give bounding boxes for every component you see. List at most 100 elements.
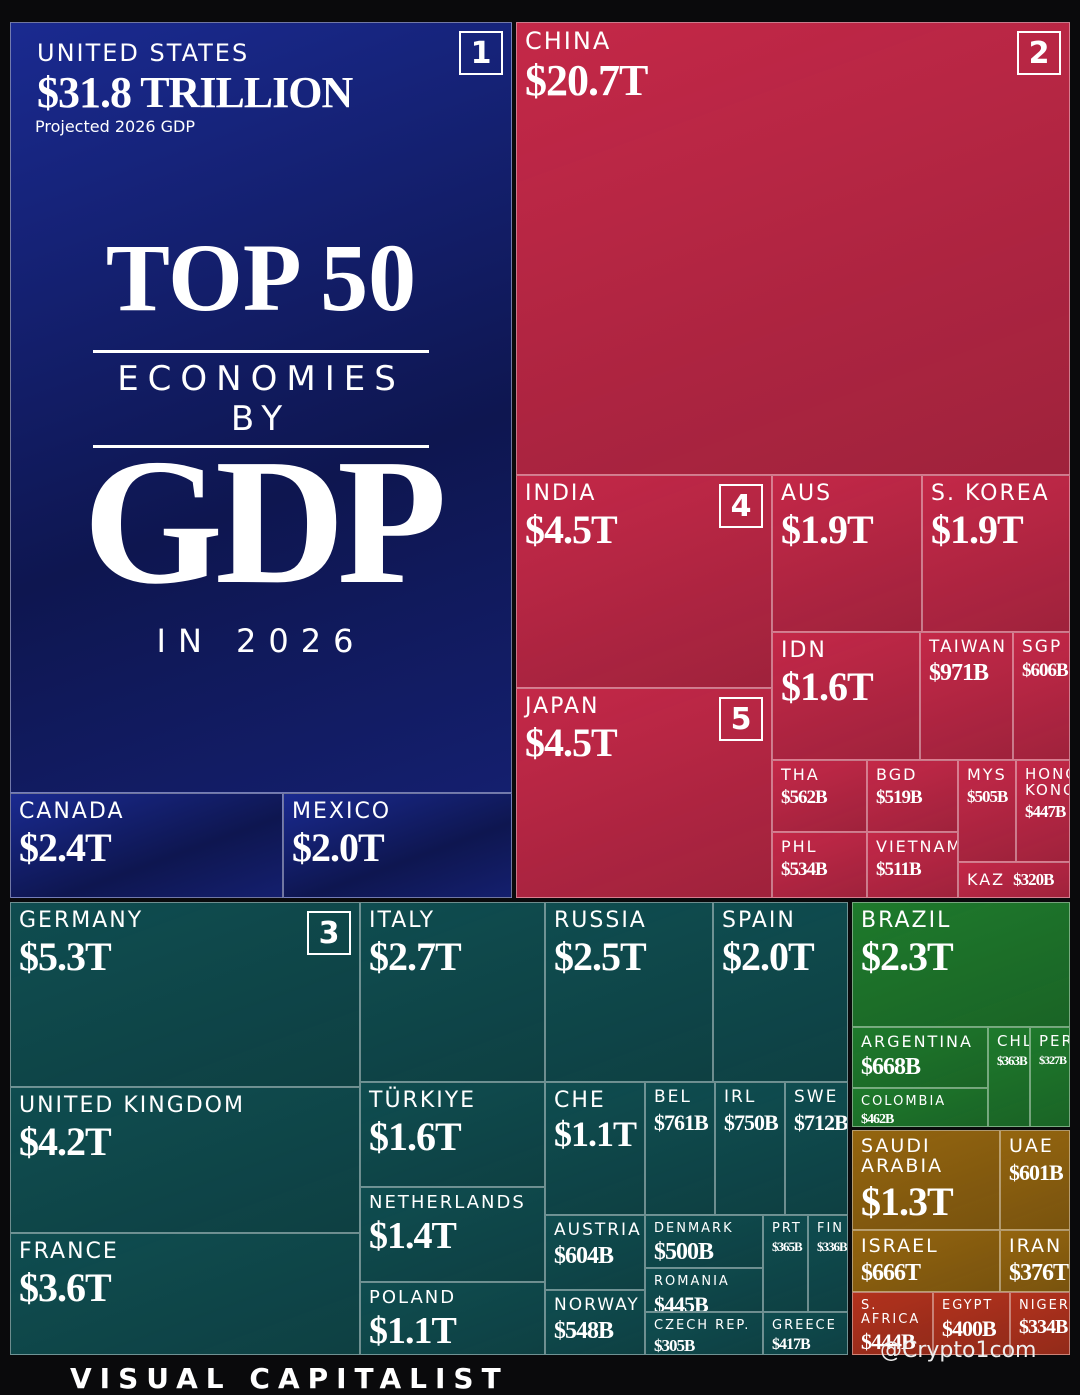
tile-value: $548B [554,1317,614,1344]
tile-label: SAUDI ARABIA [861,1135,944,1177]
tile: MYS $505B [958,760,1016,862]
tile-value: $606B [1022,659,1069,681]
tile-value: $447B [1025,801,1066,821]
tile-label: MEXICO [292,799,392,824]
tile-value: $363B [997,1052,1028,1068]
tile-value: $305B [654,1335,695,1355]
tile-label: NIGERIA [1019,1298,1070,1313]
rank-badge: 2 [1017,31,1061,75]
tile: JAPAN $4.5T 5 [516,688,772,898]
tile: SPAIN $2.0T [713,902,848,1082]
tile-value: $562B [781,786,828,808]
tile: UNITED STATES $31.8 TRILLION 1 [10,22,512,793]
tile-value: $4.2T [19,1119,112,1165]
tile-value: $761B [654,1109,709,1135]
tile-value: $31.8 TRILLION [37,68,353,118]
tile: CHE $1.1T [545,1082,645,1215]
tile-value: $444B [861,1329,916,1355]
tile: AUS $1.9T [772,475,922,632]
tile-label: TAIWAN [929,637,1007,657]
tile-label: NETHERLANDS [369,1192,526,1213]
tile-value: $1.9T [781,507,874,553]
tile: ARGENTINA $668B [852,1027,988,1088]
tile: BRAZIL $2.3T [852,902,1070,1027]
tile-value: $1.9T [931,507,1024,553]
tile-value: $417B [772,1335,811,1353]
tile-label: DENMARK [654,1221,734,1236]
tile-label: JAPAN [525,694,600,719]
tile-value: $2.0T [722,934,815,980]
tile-value: $365B [772,1238,803,1254]
tile-label: ARGENTINA [861,1032,973,1051]
tile-value: $971B [929,659,989,686]
tile-value: $2.7T [369,934,462,980]
tile: INDIA $4.5T 4 [516,475,772,688]
tile-value: $601B [1009,1159,1064,1185]
tile-label: KAZ [967,869,1006,889]
tile-label: PER [1039,1032,1069,1050]
tile: KAZ $320B [958,862,1070,898]
tile: PER $327B [1030,1027,1070,1127]
tile-label: SGP [1022,637,1063,657]
tile-label: ITALY [369,908,436,933]
tile: RUSSIA $2.5T [545,902,713,1082]
tile-value: $1.4T [369,1214,457,1257]
tile-label: ROMANIA [654,1274,730,1289]
tile: POLAND $1.1T [360,1282,545,1355]
tile-value: $668B [861,1053,921,1080]
note: Projected 2026 GDP [35,117,195,136]
tile-value: $400B [942,1315,997,1341]
tile-label: IRL [724,1087,757,1107]
tile-value: $445B [654,1291,709,1312]
tile-label: SPAIN [722,908,796,933]
tile-value: $2.4T [19,825,112,871]
tile-value: $1.6T [369,1114,462,1160]
tile-value: $327B [1039,1052,1067,1067]
tile-label: FIN [817,1221,845,1236]
tile-value: $20.7T [525,56,648,106]
tile-label: CHE [554,1088,606,1113]
tile: ISRAEL $666T [852,1230,1000,1292]
brand: VISUAL CAPITALIST [70,1362,509,1395]
tile-label: HONG KONG [1025,765,1069,799]
tile-label: UNITED KINGDOM [19,1093,245,1118]
tile-label: TÜRKIYE [369,1088,477,1113]
tile: CANADA $2.4T [10,793,283,898]
tile: CHINA $20.7T 2 [516,22,1070,475]
tile-value: $534B [781,858,828,880]
tile: SGP $606B [1013,632,1070,760]
rank-badge: 4 [719,484,763,528]
tile-value: $4.5T [525,507,618,553]
tile-value: $666T [861,1259,921,1286]
tile: FIN $336B [808,1215,848,1312]
title-main: GDP [83,422,447,621]
tile: SAUDI ARABIA $1.3T [852,1130,1000,1230]
tile-label: PRT [772,1221,802,1236]
tile: GREECE $417B [763,1312,848,1355]
tile-label: EGYPT [942,1298,994,1313]
tile-value: $500B [654,1238,714,1265]
tile-label: POLAND [369,1287,457,1308]
tile-label: CHINA [525,27,612,55]
tile: UNITED KINGDOM $4.2T [10,1087,360,1233]
tile-label: S. KOREA [931,481,1050,506]
rank-badge: 1 [459,31,503,75]
tile: ROMANIA $445B [645,1268,763,1312]
tile: TÜRKIYE $1.6T [360,1082,545,1187]
tile-value: $320B [1013,870,1054,890]
tile: UAE $601B [1000,1130,1070,1230]
tile: MEXICO $2.0T [283,793,512,898]
tile-label: VIETNAM [876,837,958,856]
tile-label: THA [781,765,820,784]
tile: S. AFRICA $444B [852,1292,933,1355]
tile: IRL $750B [715,1082,785,1215]
tile-value: $1.1T [369,1309,457,1352]
tile-value: $376T [1009,1259,1069,1286]
tile-label: BGD [876,765,918,784]
tile: NORWAY $548B [545,1290,645,1355]
tile-label: COLOMBIA [861,1094,947,1109]
tile: VIETNAM $511B [867,832,958,898]
title-year: IN 2026 [156,622,366,660]
tile-label: AUS [781,481,833,506]
